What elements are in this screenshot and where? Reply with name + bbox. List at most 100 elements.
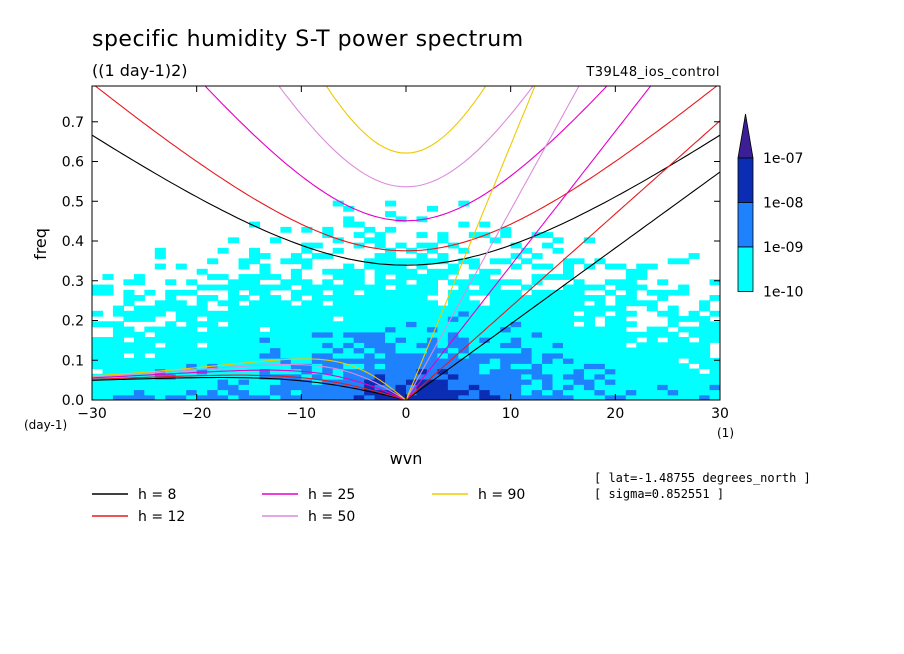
contour-cell bbox=[154, 358, 166, 364]
contour-cell bbox=[594, 352, 606, 359]
contour-cell bbox=[583, 368, 596, 375]
contour-cell bbox=[395, 379, 407, 385]
contour-cell bbox=[552, 373, 564, 380]
contour-cell bbox=[332, 268, 344, 275]
contour-cell bbox=[646, 289, 658, 296]
contour-cell bbox=[154, 263, 166, 270]
contour-cell bbox=[709, 368, 720, 375]
contour-cell bbox=[709, 310, 720, 317]
contour-cell bbox=[186, 352, 198, 359]
contour-cell bbox=[604, 363, 616, 370]
contour-cell bbox=[364, 389, 376, 396]
contour-cell bbox=[426, 242, 439, 249]
contour-cell bbox=[583, 305, 596, 312]
contour-cell bbox=[311, 331, 323, 338]
contour-cell bbox=[458, 347, 470, 354]
contour-cell bbox=[322, 321, 334, 328]
contour-cell bbox=[353, 316, 365, 322]
contour-cell bbox=[374, 242, 386, 249]
contour-cell bbox=[552, 247, 564, 254]
contour-cell bbox=[479, 384, 491, 391]
kelvin-curve-h50 bbox=[405, 86, 580, 400]
contour-cell bbox=[615, 310, 627, 317]
contour-cell bbox=[343, 326, 355, 333]
contour-cell bbox=[542, 263, 554, 270]
contour-cell bbox=[416, 331, 428, 338]
contour-cell bbox=[238, 279, 250, 286]
contour-cell bbox=[531, 342, 543, 349]
contour-cell bbox=[301, 300, 313, 307]
contour-cell bbox=[374, 326, 386, 333]
contour-cell bbox=[343, 321, 355, 328]
contour-cell bbox=[92, 389, 104, 396]
contour-cell bbox=[238, 331, 250, 338]
contour-cell bbox=[269, 373, 282, 380]
contour-cell bbox=[343, 347, 355, 354]
contour-cell bbox=[479, 289, 491, 296]
contour-cell bbox=[311, 358, 323, 364]
contour-cell bbox=[625, 384, 637, 391]
contour-cell bbox=[343, 373, 355, 380]
contour-cell bbox=[259, 295, 271, 301]
contour-cell bbox=[510, 331, 522, 338]
contour-cell bbox=[259, 368, 271, 375]
contour-cell bbox=[447, 352, 459, 359]
x-axis: −30 −20 −10 0 10 20 30 bbox=[77, 86, 729, 422]
contour-cell bbox=[468, 358, 480, 364]
contour-cell bbox=[238, 305, 250, 312]
contour-cell bbox=[426, 347, 439, 354]
contour-cell bbox=[563, 326, 575, 333]
contour-cell bbox=[604, 379, 616, 385]
contour-cell bbox=[437, 389, 449, 396]
contour-cell bbox=[165, 300, 177, 307]
contour-cell bbox=[364, 363, 376, 370]
contour-cell bbox=[374, 384, 386, 391]
contour-cell bbox=[542, 352, 554, 359]
contour-cell bbox=[426, 289, 439, 296]
contour-cell bbox=[657, 363, 669, 370]
contour-cell bbox=[353, 268, 365, 275]
contour-cell bbox=[678, 284, 690, 291]
y-tick-label: 0.0 bbox=[62, 393, 84, 409]
contour-cell bbox=[133, 316, 145, 322]
contour-cell bbox=[92, 363, 104, 370]
contour-cell bbox=[510, 253, 522, 259]
contour-cell bbox=[144, 326, 156, 333]
contour-cell bbox=[447, 384, 459, 391]
contour-cell bbox=[395, 368, 407, 375]
contour-cell bbox=[500, 279, 512, 286]
contour-cell bbox=[657, 358, 669, 364]
contour-cell bbox=[196, 305, 208, 312]
contour-cell bbox=[112, 337, 125, 343]
contour-cell bbox=[322, 342, 334, 349]
contour-cell bbox=[175, 347, 187, 354]
contour-cell bbox=[269, 337, 282, 343]
contour-cell bbox=[458, 368, 470, 375]
contour-cell bbox=[406, 295, 418, 301]
contour-cell bbox=[583, 295, 596, 301]
contour-cell bbox=[259, 342, 271, 349]
contour-cell bbox=[594, 394, 606, 400]
contour-cell bbox=[542, 389, 554, 396]
colorbar-segment bbox=[737, 202, 754, 248]
contour-cell bbox=[395, 279, 407, 286]
contour-cell bbox=[186, 331, 198, 338]
contour-cell bbox=[364, 342, 376, 349]
contour-cell bbox=[489, 373, 501, 380]
contour-cell bbox=[636, 342, 648, 349]
contour-cell bbox=[385, 289, 397, 296]
contour-cell bbox=[175, 331, 187, 338]
contour-cell bbox=[447, 347, 459, 354]
contour-cell bbox=[552, 379, 564, 385]
contour-cell bbox=[217, 384, 229, 391]
contour-cell bbox=[416, 363, 428, 370]
contour-cell bbox=[510, 316, 522, 322]
contour-cell bbox=[521, 352, 533, 359]
contour-cell bbox=[364, 379, 376, 385]
contour-cell bbox=[542, 305, 554, 312]
contour-cell bbox=[447, 394, 459, 400]
contour-cell bbox=[322, 284, 334, 291]
contour-cell bbox=[573, 316, 585, 322]
contour-cell bbox=[353, 284, 365, 291]
contour-cell bbox=[604, 373, 616, 380]
